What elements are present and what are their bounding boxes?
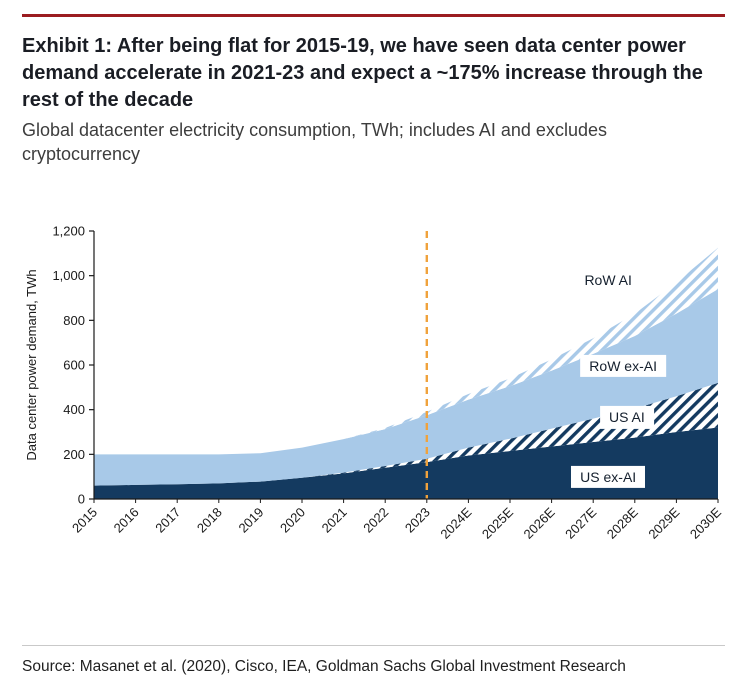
x-tick-label: 2025E: [479, 504, 516, 541]
y-tick-label: 800: [63, 312, 85, 327]
x-tick-label: 2019: [235, 504, 266, 535]
area-series-us-ai: [94, 382, 718, 486]
stacked-area-chart: 0 200 400 600 800 1,000 1,200 2015 2016 2017 2018 2…: [24, 223, 724, 541]
x-tick-label: 2017: [152, 504, 183, 535]
footer: Source: Masanet et al. (2020), Cisco, IE…: [22, 644, 725, 678]
exhibit-title: Exhibit 1: After being flat for 2015-19,…: [22, 35, 703, 111]
x-tick-label: 2023: [402, 504, 433, 535]
x-tick-label: 2030E: [687, 504, 724, 541]
area-series-row-ex-ai: [94, 288, 718, 486]
x-tick-label: 2021: [319, 504, 350, 535]
x-tick-label: 2018: [194, 504, 225, 535]
chart-area: 0 200 400 600 800 1,000 1,200 2015 2016 2017 2018 2…: [22, 215, 725, 565]
y-tick-label: 200: [63, 446, 85, 461]
x-tick-label: 2016: [111, 504, 142, 535]
x-tick-label: 2029E: [645, 504, 682, 541]
x-tick-label: 2026E: [521, 504, 558, 541]
area-series-row-ai: [94, 247, 718, 454]
y-tick-label: 0: [78, 491, 85, 506]
x-tick-label: 2015: [69, 504, 100, 535]
x-tick-label: 2022: [360, 504, 391, 535]
x-tick-label: 2024E: [437, 504, 474, 541]
y-tick-label: 400: [63, 402, 85, 417]
y-axis-title: Data center power demand, TWh: [24, 269, 39, 460]
x-tick-label: 2020: [277, 504, 308, 535]
y-tick-label: 1,000: [52, 268, 85, 283]
y-tick-label: 1,200: [52, 223, 85, 238]
top-rule: [22, 14, 725, 17]
y-tick-label: 600: [63, 357, 85, 372]
area-series-us-ex-ai: [94, 427, 718, 499]
x-tick-label: 2028E: [604, 504, 641, 541]
source-text: Source: Masanet et al. (2020), Cisco, IE…: [22, 657, 626, 675]
x-tick-label: 2027E: [562, 504, 599, 541]
exhibit-subtitle: Global datacenter electricity consumptio…: [22, 120, 607, 165]
footer-divider: [22, 644, 725, 646]
